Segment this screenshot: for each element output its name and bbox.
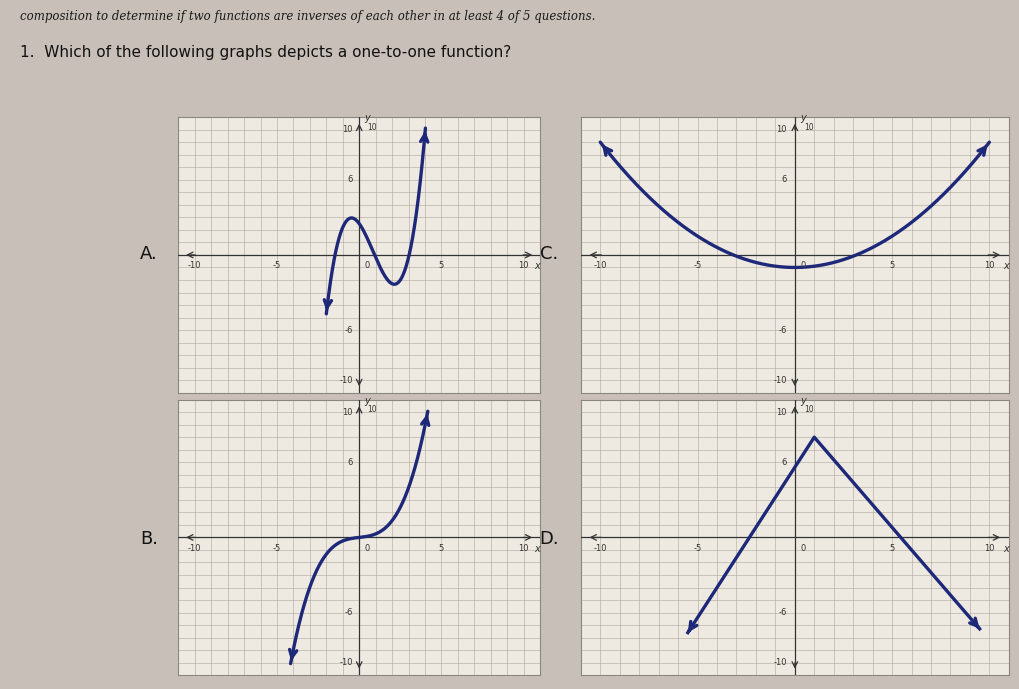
Text: A.: A. — [141, 245, 158, 263]
Text: -10: -10 — [189, 544, 202, 553]
Text: y: y — [801, 396, 806, 406]
Text: C.: C. — [540, 245, 558, 263]
Text: y: y — [801, 114, 806, 123]
Text: 10: 10 — [519, 261, 529, 270]
Text: 6: 6 — [347, 457, 353, 466]
Text: 1.  Which of the following graphs depicts a one-to-one function?: 1. Which of the following graphs depicts… — [20, 45, 512, 60]
Text: -5: -5 — [693, 544, 702, 553]
Text: 10: 10 — [805, 123, 814, 132]
Text: x: x — [1003, 544, 1009, 554]
Text: 5: 5 — [890, 261, 895, 270]
Text: 10: 10 — [984, 261, 995, 270]
Text: 10: 10 — [519, 544, 529, 553]
Text: 10: 10 — [776, 408, 787, 417]
Text: x: x — [534, 261, 540, 271]
Text: -6: -6 — [779, 608, 787, 617]
Text: 5: 5 — [439, 544, 444, 553]
Text: y: y — [364, 114, 370, 123]
Text: 10: 10 — [342, 408, 353, 417]
Text: 10: 10 — [368, 123, 377, 132]
Text: 10: 10 — [368, 405, 377, 414]
Text: 10: 10 — [805, 405, 814, 414]
Text: 0: 0 — [364, 261, 369, 270]
Text: 10: 10 — [984, 544, 995, 553]
Text: x: x — [1003, 261, 1009, 271]
Text: -6: -6 — [344, 608, 353, 617]
Text: -10: -10 — [593, 544, 607, 553]
Text: y: y — [364, 396, 370, 406]
Text: D.: D. — [539, 530, 558, 548]
Text: 6: 6 — [347, 175, 353, 184]
Text: -6: -6 — [344, 326, 353, 335]
Text: 5: 5 — [439, 261, 444, 270]
Text: -5: -5 — [273, 261, 281, 270]
Text: -10: -10 — [339, 658, 353, 667]
Text: 0: 0 — [364, 544, 369, 553]
Text: 10: 10 — [342, 125, 353, 134]
Text: 5: 5 — [890, 544, 895, 553]
Text: 0: 0 — [801, 261, 806, 270]
Text: 6: 6 — [782, 175, 787, 184]
Text: 0: 0 — [801, 544, 806, 553]
Text: -10: -10 — [773, 376, 787, 384]
Text: -5: -5 — [693, 261, 702, 270]
Text: B.: B. — [140, 530, 158, 548]
Text: x: x — [534, 544, 540, 554]
Text: -10: -10 — [593, 261, 607, 270]
Text: 6: 6 — [782, 457, 787, 466]
Text: 10: 10 — [776, 125, 787, 134]
Text: -10: -10 — [189, 261, 202, 270]
Text: -10: -10 — [339, 376, 353, 384]
Text: -10: -10 — [773, 658, 787, 667]
Text: -6: -6 — [779, 326, 787, 335]
Text: composition to determine if two functions are inverses of each other in at least: composition to determine if two function… — [20, 10, 596, 23]
Text: -5: -5 — [273, 544, 281, 553]
